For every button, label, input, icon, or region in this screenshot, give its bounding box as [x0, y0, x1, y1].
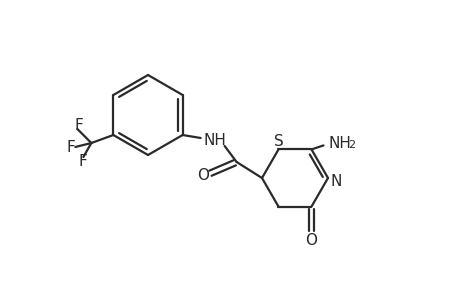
Text: N: N [330, 175, 341, 190]
Text: NH: NH [203, 133, 225, 148]
Text: 2: 2 [347, 140, 354, 150]
Text: F: F [67, 140, 76, 154]
Text: S: S [273, 134, 283, 149]
Text: NH: NH [327, 136, 350, 151]
Text: F: F [75, 118, 84, 133]
Text: O: O [305, 233, 317, 248]
Text: O: O [196, 169, 208, 184]
Text: F: F [79, 154, 88, 169]
